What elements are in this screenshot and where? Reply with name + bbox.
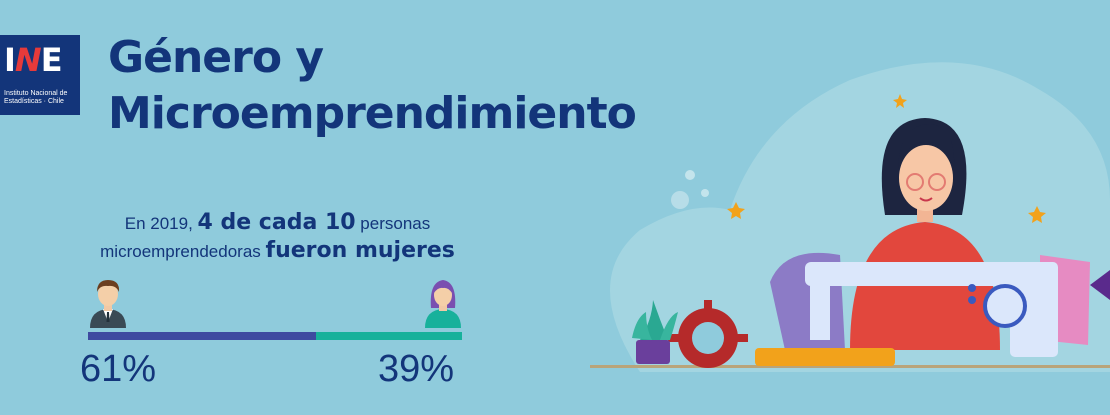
page-title: Género y Microemprendimiento [108, 30, 637, 142]
stat-line-1: En 2019, 4 de cada 10 personas [124, 210, 431, 235]
sewing-illustration [590, 62, 1110, 372]
ine-logo-caption: Instituto Nacional de Estadísticas · Chi… [4, 90, 68, 105]
title-line-1: Género y [108, 32, 324, 83]
ine-logo-mark: INE [4, 41, 63, 79]
title-line-2: Microemprendimiento [108, 88, 637, 139]
women-share-bar [316, 332, 462, 340]
stat-line-2: microemprendedoras fueron mujeres [100, 238, 455, 263]
woman-icon [425, 280, 461, 328]
men-percent: 61% [80, 348, 157, 390]
men-share-bar [88, 332, 316, 340]
women-percent: 39% [378, 348, 455, 390]
man-icon [90, 280, 126, 328]
ine-logo: INE Instituto Nacional de Estadísticas ·… [0, 35, 80, 115]
